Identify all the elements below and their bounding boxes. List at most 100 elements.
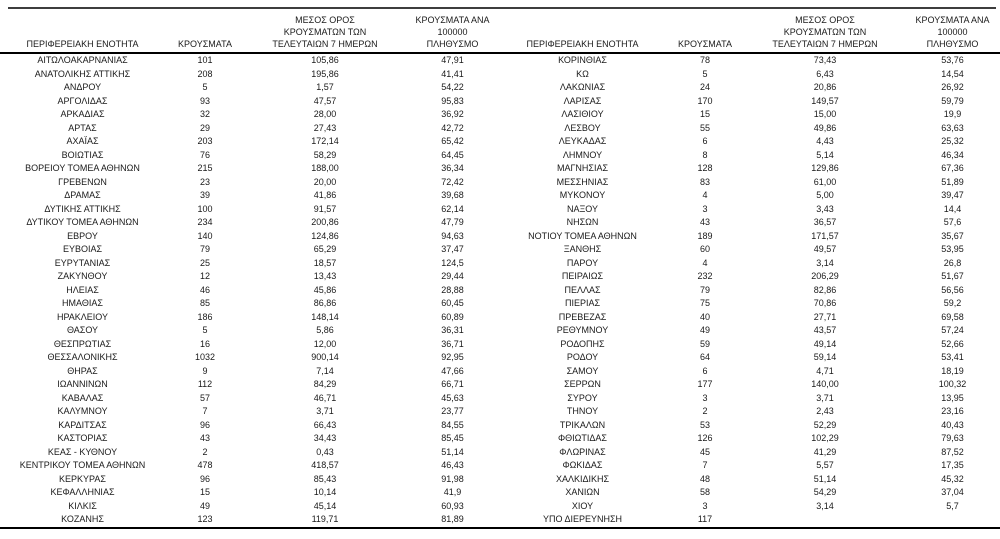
cell-avg7: 36,57 xyxy=(813,217,837,227)
cell-cases: 170 xyxy=(697,95,713,106)
cell-cases: 2 xyxy=(702,406,708,416)
table-row: ΓΡΕΒΕΝΩΝ 23 20,00 72,42 xyxy=(0,176,500,190)
cell-avg7: 43,57 xyxy=(813,325,837,335)
table-row: ΦΩΚΙΔΑΣ 7 5,57 17,35 xyxy=(500,459,1000,473)
cell-region: ΛΕΥΚΑΔΑΣ xyxy=(558,136,607,146)
cell-per100k: 14,4 xyxy=(943,203,962,214)
cell-avg7: 171,57 xyxy=(811,230,839,241)
cell-region: ΕΒΡΟΥ xyxy=(67,230,98,241)
cell-region: ΕΥΡΥΤΑΝΙΑΣ xyxy=(54,257,111,268)
cell-region: ΘΗΡΑΣ xyxy=(67,365,98,376)
cell-cases: 93 xyxy=(199,95,210,106)
table-row: ΚΕΑΣ - ΚΥΘΝΟΥ 2 0,43 51,14 xyxy=(0,446,500,460)
cell-per100k: 59,2 xyxy=(943,298,962,308)
cell-per100k: 23,16 xyxy=(941,406,964,416)
table-row: ΦΛΩΡΙΝΑΣ 45 41,29 87,52 xyxy=(500,446,1000,460)
cell-region: ΠΑΡΟΥ xyxy=(566,257,599,268)
cell-per100k: 46,43 xyxy=(441,460,464,470)
cell-per100k: 95,83 xyxy=(441,95,464,106)
cell-cases: 128 xyxy=(697,163,713,173)
cell-cases: 24 xyxy=(699,82,710,92)
cell-per100k: 51,89 xyxy=(941,176,964,187)
cell-cases: 1032 xyxy=(194,352,216,362)
cell-per100k: 124,5 xyxy=(441,257,464,268)
cell-per100k: 60,89 xyxy=(441,311,464,322)
table-body-right: ΚΟΡΙΝΘΙΑΣ 78 73,43 53,76 ΚΩ 5 6,43 14,54 ΛΑΚΩΝΙΑ… xyxy=(500,53,1000,528)
cell-region: ΚΟΖΑΝΗΣ xyxy=(61,514,104,524)
table-row: ΚΑΣΤΟΡΙΑΣ 43 34,43 85,45 xyxy=(0,432,500,446)
col-header-avg7: ΜΕΣΟΣ ΟΡΟΣ ΚΡΟΥΣΜΑΤΩΝ ΤΩΝ ΤΕΛΕΥΤΑΙΩΝ 7 Η… xyxy=(245,8,405,54)
cell-per100k: 47,91 xyxy=(441,55,464,65)
cell-cases: 45 xyxy=(699,446,710,457)
cell-avg7: 124,86 xyxy=(311,230,339,241)
cell-per100k: 52,66 xyxy=(941,338,964,349)
cell-per100k: 65,42 xyxy=(441,136,464,146)
cell-avg7: 119,71 xyxy=(311,514,339,524)
cell-per100k: 36,71 xyxy=(441,338,464,349)
cell-cases: 3 xyxy=(702,392,708,403)
cell-avg7: 7,14 xyxy=(316,365,334,376)
cell-per100k: 67,36 xyxy=(941,163,964,173)
cell-avg7: 12,00 xyxy=(313,338,337,349)
cell-per100k: 60,93 xyxy=(441,500,464,511)
table-header-left: ΠΕΡΙΦΕΡΕΙΑΚΗ ΕΝΟΤΗΤΑ ΚΡΟΥΣΜΑΤΑ ΜΕΣΟΣ ΟΡΟ… xyxy=(0,8,500,54)
cell-per100k: 26,92 xyxy=(941,82,964,92)
cell-per100k: 66,71 xyxy=(441,379,464,389)
cell-region: ΚΕΦΑΛΛΗΝΙΑΣ xyxy=(50,487,115,497)
table-row: ΛΑΚΩΝΙΑΣ 24 20,86 26,92 xyxy=(500,81,1000,95)
cell-avg7: 102,29 xyxy=(811,433,839,443)
cell-cases: 57 xyxy=(199,392,210,403)
cell-per100k: 81,89 xyxy=(441,514,464,524)
cell-per100k: 63,63 xyxy=(941,122,964,133)
cell-per100k: 79,63 xyxy=(941,433,964,443)
cell-avg7: 27,71 xyxy=(813,311,837,322)
table-row: ΑΡΤΑΣ 29 27,43 42,72 xyxy=(0,122,500,136)
cell-per100k: 36,31 xyxy=(441,325,464,335)
cell-cases: 234 xyxy=(197,217,213,227)
cell-avg7: 59,14 xyxy=(813,352,837,362)
table-row: ΒΟΙΩΤΙΑΣ 76 58,29 64,45 xyxy=(0,149,500,163)
cell-region: ΕΥΒΟΙΑΣ xyxy=(62,244,103,254)
cell-per100k: 46,34 xyxy=(941,149,964,160)
cell-region: ΘΕΣΣΑΛΟΝΙΚΗΣ xyxy=(47,352,118,362)
cell-avg7: 900,14 xyxy=(311,352,339,362)
cell-region: ΘΕΣΠΡΩΤΙΑΣ xyxy=(53,338,112,349)
cell-per100k: 92,95 xyxy=(441,352,464,362)
cell-per100k: 91,98 xyxy=(441,473,464,484)
table-row: ΧΑΛΚΙΔΙΚΗΣ 48 51,14 45,32 xyxy=(500,473,1000,487)
cell-cases: 4 xyxy=(702,257,708,268)
cell-avg7: 1,57 xyxy=(316,82,334,92)
cell-per100k: 45,63 xyxy=(441,392,464,403)
cell-avg7: 85,43 xyxy=(313,473,337,484)
cell-region: ΛΑΚΩΝΙΑΣ xyxy=(559,82,606,92)
cell-region: ΙΩΑΝΝΙΝΩΝ xyxy=(57,379,108,389)
cell-region: ΑΧΑΪΑΣ xyxy=(66,136,99,146)
table-row: ΕΥΡΥΤΑΝΙΑΣ 25 18,57 124,5 xyxy=(0,257,500,271)
table-row: ΑΡΓΟΛΙΔΑΣ 93 47,57 95,83 xyxy=(0,95,500,109)
cell-cases: 215 xyxy=(197,163,213,173)
table-row: ΧΙΟΥ 3 3,14 5,7 xyxy=(500,500,1000,514)
cell-avg7: 41,29 xyxy=(813,446,837,457)
cell-avg7: 49,14 xyxy=(813,338,837,349)
cell-avg7: 66,43 xyxy=(313,419,337,430)
cell-cases: 29 xyxy=(199,122,210,133)
cell-cases: 15 xyxy=(199,487,210,497)
table-header-right: ΠΕΡΙΦΕΡΕΙΑΚΗ ΕΝΟΤΗΤΑ ΚΡΟΥΣΜΑΤΑ ΜΕΣΟΣ ΟΡΟ… xyxy=(500,8,1000,54)
cell-cases: 58 xyxy=(699,487,710,497)
cell-region: ΚΕΑΣ - ΚΥΘΝΟΥ xyxy=(47,446,118,457)
cell-region: ΝΟΤΙΟΥ ΤΟΜΕΑ ΑΘΗΝΩΝ xyxy=(528,230,637,241)
cell-region: ΤΗΝΟΥ xyxy=(566,406,599,416)
col-header-region: ΠΕΡΙΦΕΡΕΙΑΚΗ ΕΝΟΤΗΤΑ xyxy=(500,8,665,54)
cell-avg7: 148,14 xyxy=(311,311,339,322)
cell-cases: 203 xyxy=(197,136,213,146)
cell-avg7: 15,00 xyxy=(813,109,837,119)
table-row: ΛΑΡΙΣΑΣ 170 149,57 59,79 xyxy=(500,95,1000,109)
cell-cases: 3 xyxy=(702,203,708,214)
cell-cases: 48 xyxy=(699,473,710,484)
cell-avg7: 51,14 xyxy=(813,473,837,484)
cell-cases: 5 xyxy=(702,68,708,79)
col-header-per100k: ΚΡΟΥΣΜΑΤΑ ΑΝΑ 100000 ΠΛΗΘΥΣΜΟ xyxy=(905,8,1000,54)
table-row: ΗΛΕΙΑΣ 46 45,86 28,88 xyxy=(0,284,500,298)
cell-cases: 85 xyxy=(199,298,210,308)
